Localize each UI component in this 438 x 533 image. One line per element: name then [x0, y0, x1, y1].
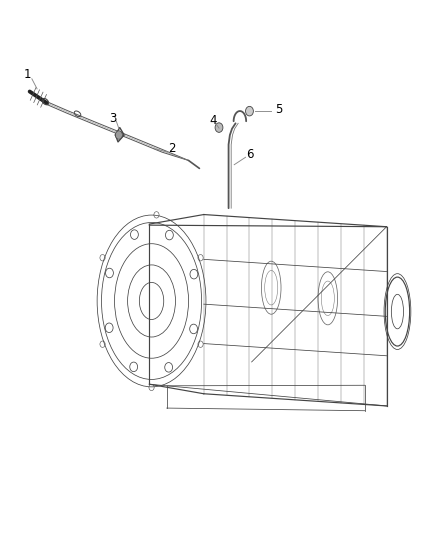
- Text: 6: 6: [247, 148, 254, 160]
- Text: 1: 1: [24, 68, 31, 81]
- Text: 3: 3: [109, 111, 117, 125]
- Text: 5: 5: [276, 102, 283, 116]
- Circle shape: [116, 131, 122, 139]
- Circle shape: [246, 107, 253, 116]
- Text: 2: 2: [168, 142, 176, 155]
- Circle shape: [215, 123, 223, 132]
- Text: 4: 4: [210, 114, 217, 127]
